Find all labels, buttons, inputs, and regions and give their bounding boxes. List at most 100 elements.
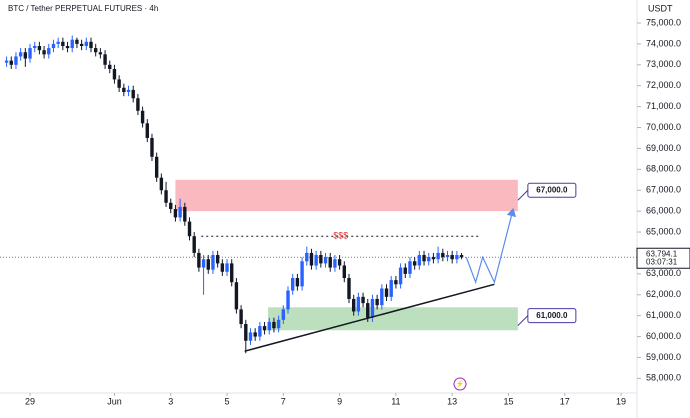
last-price-box [636, 247, 690, 269]
candle-body [333, 259, 337, 268]
candle-body [9, 60, 13, 65]
candle-body [248, 332, 253, 341]
candle-body [192, 236, 196, 253]
candle-body [84, 41, 89, 46]
candle-body [366, 303, 370, 318]
candle-body [380, 288, 384, 306]
candle-body [286, 290, 290, 310]
candle-body [234, 282, 239, 310]
x-tick-label: 11 [391, 396, 400, 406]
y-tick-label: 73,000.0 [646, 59, 681, 69]
candle-body [441, 252, 445, 258]
level-box [527, 308, 577, 324]
candle-body [323, 257, 328, 264]
candle-body [215, 255, 220, 264]
y-tick-label: 62,000.0 [646, 289, 681, 299]
candle-body [154, 156, 159, 178]
candle-body [65, 45, 70, 49]
x-tick-label: 3 [168, 396, 173, 406]
candle-body [47, 48, 51, 55]
trendline [244, 283, 495, 352]
candle-body [450, 255, 454, 260]
candle-body [23, 52, 28, 59]
candle-body [126, 89, 131, 92]
candle-body [75, 39, 79, 44]
candle-body [244, 324, 248, 341]
candle-body [79, 43, 84, 46]
candle-body [300, 261, 304, 287]
x-tick-label: Jun [107, 396, 122, 406]
candle-body [281, 309, 286, 320]
candle-body [445, 255, 450, 258]
candle-body [356, 296, 361, 312]
candle-body [28, 48, 32, 59]
y-tick-label: 59,000.0 [646, 352, 681, 362]
candle-body [305, 252, 309, 262]
y-tick-label: 58,000.0 [646, 373, 681, 383]
event-icon[interactable] [453, 377, 467, 391]
candle-body [117, 79, 121, 88]
level-connector [517, 189, 529, 201]
x-tick-label: 15 [503, 396, 513, 406]
x-tick-label: 13 [447, 396, 457, 406]
countdown-label: 03:07:31 [646, 257, 678, 266]
candle-body [225, 263, 229, 272]
candle-body [150, 137, 154, 157]
x-tick-label: 5 [225, 396, 230, 406]
candle-body [398, 267, 403, 285]
candle-body [459, 255, 464, 258]
candle-body [262, 326, 267, 331]
y-tick-label: 68,000.0 [646, 164, 681, 174]
candle-body [337, 259, 342, 266]
candle-body [412, 261, 417, 266]
liquidity-label: $$$ [333, 231, 348, 241]
candle-body [98, 52, 103, 55]
candle-body [159, 177, 164, 191]
candle-body [70, 39, 74, 49]
candle-body [164, 190, 168, 203]
candle-body [351, 298, 356, 312]
candle-body [18, 52, 23, 57]
candle-body [267, 321, 271, 331]
y-tick-label: 60,000.0 [646, 331, 681, 341]
candle-body [431, 257, 436, 260]
candle-body [291, 278, 295, 291]
candle-body [178, 206, 182, 218]
candle-body [258, 326, 262, 337]
candle-body [272, 321, 276, 329]
y-tick-label: 65,000.0 [646, 226, 681, 236]
candle-body [56, 41, 60, 44]
candle-body [122, 87, 126, 92]
candle-body [309, 252, 314, 266]
candle-body [206, 259, 210, 270]
candle-body [328, 257, 332, 268]
candle-body [187, 221, 192, 237]
candle-body [131, 89, 135, 99]
candle-body [61, 41, 65, 46]
y-tick-label: 71,000.0 [646, 101, 681, 111]
price-zone [175, 179, 518, 212]
x-tick-label: 29 [25, 396, 35, 406]
candle-body [361, 296, 365, 304]
candle-body [347, 278, 351, 299]
candle-body [375, 298, 379, 306]
y-tick-label: 69,000.0 [646, 143, 681, 153]
x-tick-label: 7 [281, 396, 286, 406]
candle-body [455, 255, 459, 260]
candle-body [140, 110, 145, 124]
level-connector [517, 315, 529, 327]
candle-body [384, 288, 389, 297]
candle-body [108, 64, 112, 69]
candle-body [145, 123, 149, 138]
currency-label: USDT [648, 3, 673, 13]
candle-body [427, 257, 431, 262]
y-tick-label: 75,000.0 [646, 17, 681, 27]
candle-body [408, 261, 412, 274]
y-tick-label: 61,000.0 [646, 310, 681, 320]
projection-path [465, 207, 517, 285]
candle-body [417, 255, 422, 266]
level-label: 67,000.0 [536, 185, 568, 194]
candle-body [253, 332, 257, 337]
candle-body [220, 263, 225, 272]
